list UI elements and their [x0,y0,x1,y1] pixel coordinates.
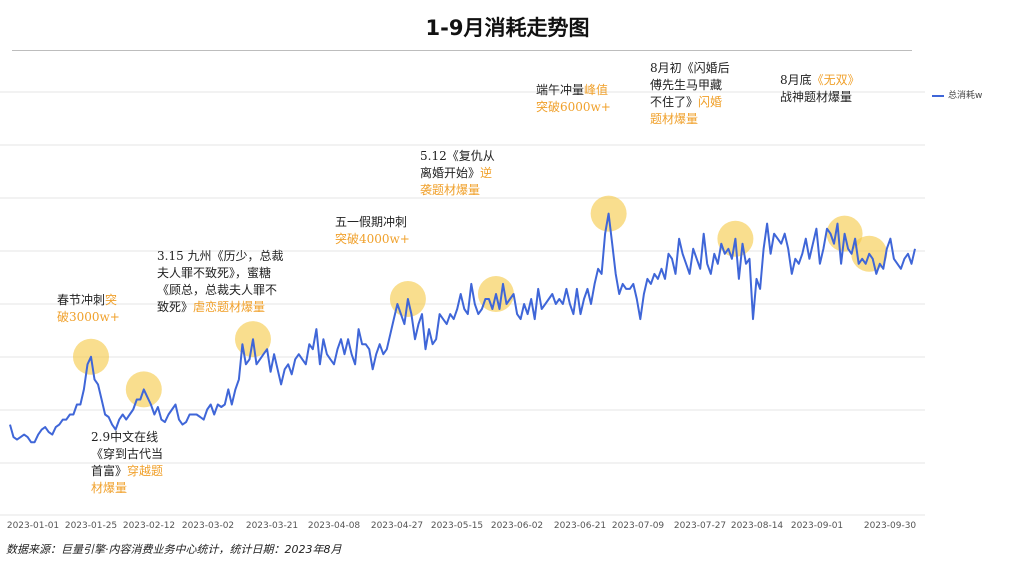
annotation-spring-festival: 春节冲刺突 破3000w+ [57,292,120,326]
x-tick-label: 2023-08-14 [731,521,784,531]
title-divider [12,50,912,51]
annotation-text: 3.15 九州《历少，总裁 [157,249,284,263]
annotation-text: 傅先生马甲藏 [650,78,723,92]
annotation-highlight: 突破4000w+ [335,232,410,246]
annotation-may12: 5.12《复仇从 离婚开始》逆 袭题材爆量 [420,148,495,199]
x-tick-label: 2023-05-15 [431,521,483,531]
x-tick-label: 2023-03-02 [182,521,234,531]
annotation-highlight: 材爆量 [91,481,128,495]
annotation-highlight: 突 [105,293,118,307]
annotation-highlight: 突破6000w+ [536,100,611,114]
annotation-text: 5.12《复仇从 [420,149,495,163]
annotation-aug-early: 8月初《闪婚后 傅先生马甲藏 不住了》闪婚 题材爆量 [650,60,730,128]
annotation-highlight: 穿越题 [127,464,164,478]
annotation-highlight: 闪婚 [698,95,723,109]
x-tick-label: 2023-06-21 [554,521,606,531]
series-line-group [9,212,916,444]
annotation-highlight: 《无双》 [811,73,860,87]
annotation-text: 春节冲刺 [57,293,106,307]
annotation-text: 8月初《闪婚后 [650,61,730,75]
x-tick-label: 2023-03-21 [246,521,298,531]
chart-title: 1-9月消耗走势图 [425,16,590,40]
x-axis-ticks: 2023-01-01 2023-01-25 2023-02-12 2023-03-02… [7,521,917,531]
annotation-text: 五一假期冲刺 [335,215,408,229]
x-tick-label: 2023-04-08 [308,521,361,531]
x-tick-label: 2023-07-09 [612,521,665,531]
annotation-mar15: 3.15 九州《历少，总裁 夫人罪不致死》，蜜糖 《顾总，总裁夫人罪不 致死》虐… [157,248,284,316]
x-tick-label: 2023-09-01 [791,521,843,531]
annotation-text: 8月底 [780,73,812,87]
x-tick-label: 2023-01-25 [65,521,117,531]
annotation-highlight: 峰值 [584,83,609,97]
annotation-text: 离婚开始》 [420,166,481,180]
source-note: 数据来源：巨量引擎·内容消费业务中心统计，统计日期：2023年8月 [6,543,342,556]
annotation-mayday: 五一假期冲刺 突破4000w+ [335,214,410,248]
legend-label: 总消耗w [948,91,983,101]
series-line [9,212,916,444]
legend-swatch [932,94,944,97]
annotation-text: 夫人罪不致死》，蜜糖 [157,266,272,280]
annotation-text: 2.9中文在线 [91,430,159,444]
annotation-highlight: 袭题材爆量 [420,183,481,197]
x-tick-label: 2023-01-01 [7,521,59,531]
annotation-text: 致死》 [157,300,194,314]
x-tick-label: 2023-09-30 [864,521,917,531]
annotation-text: 不住了》 [650,95,699,109]
grid-lines [0,91,925,516]
annotation-highlight: 虐恋题材爆量 [193,300,266,314]
legend: 总消耗w [932,88,982,101]
annotation-aug-late: 8月底《无双》 战神题材爆量 [780,72,860,106]
annotation-text: 首富》 [91,464,128,478]
x-tick-label: 2023-04-27 [371,521,423,531]
x-tick-label: 2023-07-27 [674,521,726,531]
annotation-highlight: 破3000w+ [57,310,120,324]
annotation-text: 端午冲量 [536,83,585,97]
annotation-highlight: 题材爆量 [650,112,699,126]
x-tick-label: 2023-06-02 [491,521,543,531]
annotation-text: 战神题材爆量 [780,90,853,104]
x-tick-label: 2023-02-12 [123,521,175,531]
annotation-highlight: 逆 [480,166,493,180]
annotation-text: 《顾总，总裁夫人罪不 [157,283,278,297]
annotation-dragon-boat: 端午冲量峰值 突破6000w+ [536,82,611,116]
annotation-feb9: 2.9中文在线 《穿到古代当 首富》穿越题 材爆量 [91,429,163,497]
annotation-text: 《穿到古代当 [91,447,164,461]
